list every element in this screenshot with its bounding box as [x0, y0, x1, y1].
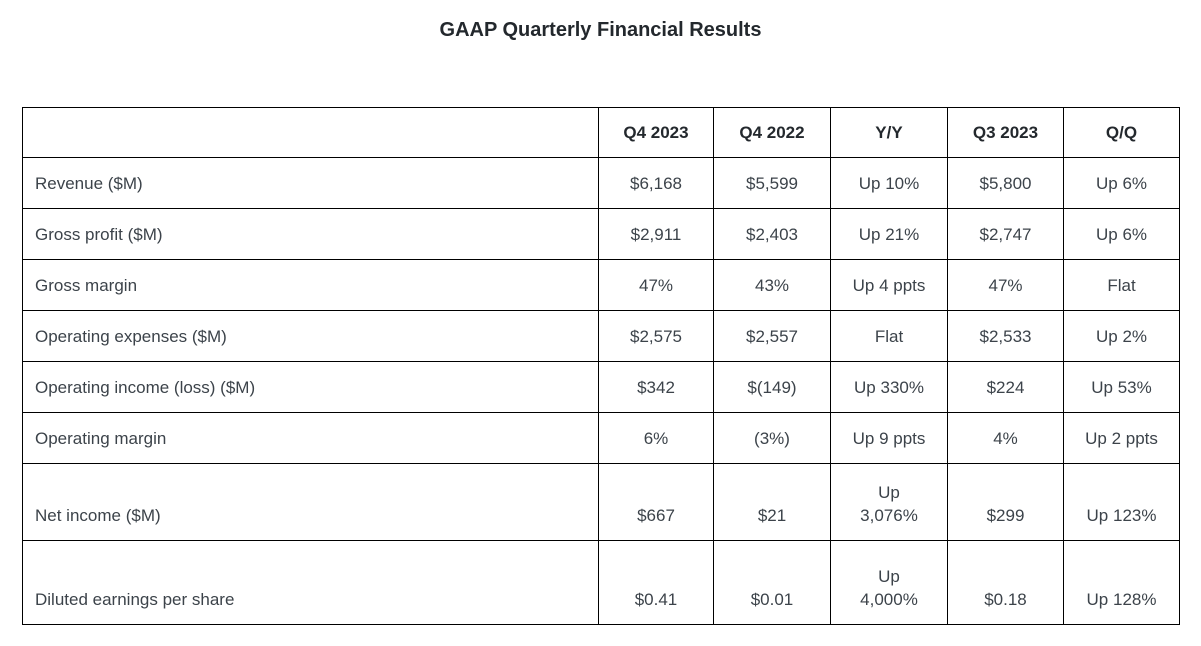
cell-value: Up 330% [830, 361, 948, 413]
cell-value: $0.18 [947, 540, 1064, 625]
cell-value: $2,575 [598, 310, 714, 362]
cell-value: 47% [947, 259, 1064, 311]
cell-value: $5,800 [947, 157, 1064, 209]
cell-value: Up 123% [1063, 463, 1180, 541]
column-header-q4-2023: Q4 2023 [598, 107, 714, 158]
cell-value: $667 [598, 463, 714, 541]
cell-value: $2,403 [713, 208, 831, 260]
row-label: Diluted earnings per share [22, 540, 599, 625]
cell-value: $6,168 [598, 157, 714, 209]
cell-value: Up 53% [1063, 361, 1180, 413]
row-label: Gross profit ($M) [22, 208, 599, 260]
cell-value: 43% [713, 259, 831, 311]
cell-value: (3%) [713, 412, 831, 464]
cell-value: $342 [598, 361, 714, 413]
row-label: Net income ($M) [22, 463, 599, 541]
financial-results-table: Q4 2023 Q4 2022 Y/Y Q3 2023 Q/Q Revenue … [22, 107, 1180, 625]
table-row-revenue: Revenue ($M) $6,168 $5,599 Up 10% $5,800… [22, 157, 1180, 209]
cell-value: $21 [713, 463, 831, 541]
cell-value: Up 4 ppts [830, 259, 948, 311]
table-row-diluted-eps: Diluted earnings per share $0.41 $0.01 U… [22, 540, 1180, 625]
row-label: Operating expenses ($M) [22, 310, 599, 362]
page-title: GAAP Quarterly Financial Results [439, 19, 762, 41]
cell-value: 6% [598, 412, 714, 464]
column-header-q4-2022: Q4 2022 [713, 107, 831, 158]
row-label: Revenue ($M) [22, 157, 599, 209]
column-header-qq: Q/Q [1063, 107, 1180, 158]
row-label: Gross margin [22, 259, 599, 311]
column-header-q3-2023: Q3 2023 [947, 107, 1064, 158]
cell-value: $5,599 [713, 157, 831, 209]
table-row-net-income: Net income ($M) $667 $21 Up 3,076% $299 … [22, 463, 1180, 541]
cell-value: $0.01 [713, 540, 831, 625]
cell-value: Up 9 ppts [830, 412, 948, 464]
cell-value: Up 6% [1063, 157, 1180, 209]
table-row-operating-expenses: Operating expenses ($M) $2,575 $2,557 Fl… [22, 310, 1180, 362]
cell-value: $2,747 [947, 208, 1064, 260]
column-header-blank [22, 107, 599, 158]
row-label: Operating income (loss) ($M) [22, 361, 599, 413]
cell-value: $2,557 [713, 310, 831, 362]
row-label: Operating margin [22, 412, 599, 464]
cell-value: Up 2 ppts [1063, 412, 1180, 464]
cell-value: $2,911 [598, 208, 714, 260]
table-header-row: Q4 2023 Q4 2022 Y/Y Q3 2023 Q/Q [22, 107, 1180, 158]
table-row-operating-margin: Operating margin 6% (3%) Up 9 ppts 4% Up… [22, 412, 1180, 464]
cell-value: $(149) [713, 361, 831, 413]
cell-value: Up 4,000% [830, 540, 948, 625]
column-header-yy: Y/Y [830, 107, 948, 158]
table-row-operating-income: Operating income (loss) ($M) $342 $(149)… [22, 361, 1180, 413]
cell-value: 4% [947, 412, 1064, 464]
table-row-gross-profit: Gross profit ($M) $2,911 $2,403 Up 21% $… [22, 208, 1180, 260]
cell-value: Up 2% [1063, 310, 1180, 362]
cell-value: $224 [947, 361, 1064, 413]
cell-value: Up 128% [1063, 540, 1180, 625]
cell-value: Flat [830, 310, 948, 362]
table-row-gross-margin: Gross margin 47% 43% Up 4 ppts 47% Flat [22, 259, 1180, 311]
cell-value: $299 [947, 463, 1064, 541]
cell-value: Up 3,076% [830, 463, 948, 541]
cell-value: $2,533 [947, 310, 1064, 362]
cell-value: Flat [1063, 259, 1180, 311]
cell-value: 47% [598, 259, 714, 311]
cell-value: Up 6% [1063, 208, 1180, 260]
cell-value: $0.41 [598, 540, 714, 625]
cell-value: Up 21% [830, 208, 948, 260]
cell-value: Up 10% [830, 157, 948, 209]
